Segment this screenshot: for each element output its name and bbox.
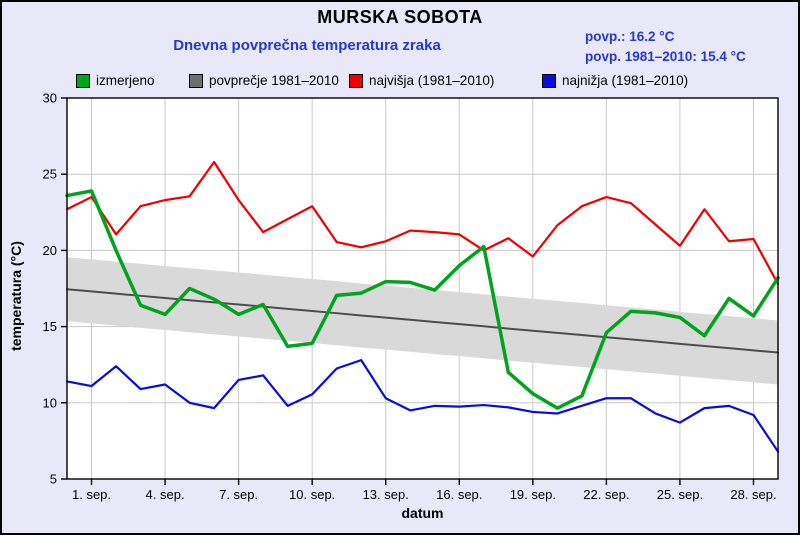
legend-swatch-green [76,73,90,88]
legend-label: najnižja (1981–2010) [562,73,689,88]
x-tick-label: 7. sep. [219,487,258,502]
legend-label: najvišja (1981–2010) [369,73,495,88]
x-tick-label: 22. sep. [583,487,629,502]
legend-item-povprecje: povprečje 1981–2010 [189,73,339,88]
legend-item-izmerjeno: izmerjeno [76,73,155,88]
legend-label: izmerjeno [96,73,155,88]
series-izmerjeno [65,189,780,410]
average-stats: povp.: 16.2 °C povp. 1981–2010: 15.4 °C [585,27,795,67]
stat-average-measured: povp.: 16.2 °C [585,29,675,44]
legend-swatch-gray [189,73,203,88]
page-title: MURSKA SOBOTA [317,7,483,27]
series-najvi-ja-1981-2010- [65,160,780,286]
stat-average-reference: povp. 1981–2010: 15.4 °C [585,49,746,64]
legend-label: povprečje 1981–2010 [209,73,339,88]
legend-swatch-blue [542,73,556,88]
legend-item-najvisja: najvišja (1981–2010) [349,73,494,88]
x-tick-label: 19. sep. [510,487,556,502]
legend: izmerjeno povprečje 1981–2010 najvišja (… [2,73,798,91]
y-tick-label: 10 [43,395,57,410]
x-tick-label: 25. sep. [657,487,703,502]
tick-labels: 5 10 15 20 25 30 1. sep. 4. sep. 7. sep. 10. sep.… [43,91,777,503]
legend-swatch-red [349,73,363,88]
series-povpre-je-1981-2010 [66,288,779,354]
tick-marks [61,97,755,485]
x-tick-label: 28. sep. [730,487,776,502]
x-tick-label: 13. sep. [363,487,409,502]
series-najni-ja-1981-2010- [65,359,780,453]
y-tick-label: 15 [43,319,57,334]
x-axis-label: datum [401,505,444,521]
y-tick-label: 20 [43,243,57,258]
y-tick-label: 30 [43,91,57,106]
y-axis-label: temperatura (°C) [8,241,24,351]
x-tick-label: 1. sep. [72,487,111,502]
x-tick-label: 16. sep. [436,487,482,502]
plot-frame [66,97,779,480]
legend-item-najnizja: najnižja (1981–2010) [542,73,688,88]
chart-subtitle: Dnevna povprečna temperatura zraka [173,37,441,54]
y-tick-label: 25 [43,167,57,182]
x-tick-label: 4. sep. [146,487,185,502]
y-tick-label: 5 [50,472,57,487]
x-tick-label: 10. sep. [289,487,335,502]
